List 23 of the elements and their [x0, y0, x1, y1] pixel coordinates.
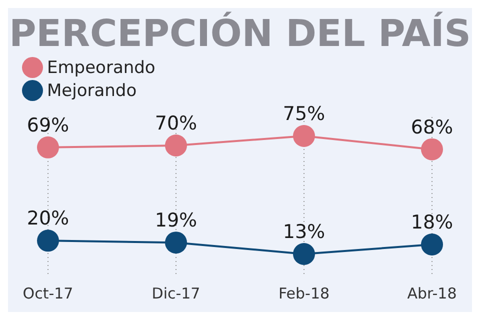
data-label: 69%: [26, 114, 70, 136]
data-label: 70%: [154, 112, 198, 135]
point: [165, 134, 187, 157]
data-label: 68%: [410, 116, 454, 138]
data-label: 18%: [410, 211, 454, 234]
x-tick-label: Feb-18: [278, 284, 330, 303]
chart-title: PERCEPCIÓN DEL PAÍS: [8, 12, 472, 55]
point: [293, 243, 315, 265]
legend-label: Empeorando: [47, 58, 156, 78]
data-label: 20%: [26, 208, 70, 230]
data-label: 75%: [282, 103, 326, 125]
x-tick-label: Abr-18: [407, 284, 457, 303]
point: [37, 136, 59, 158]
x-tick-label: Dic-17: [152, 284, 200, 303]
point: [165, 232, 187, 254]
point: [293, 125, 315, 147]
point: [421, 138, 443, 160]
legend-label: Mejorando: [47, 80, 137, 100]
data-label: 19%: [154, 210, 198, 232]
point: [37, 230, 59, 252]
data-label: 13%: [282, 221, 326, 243]
x-tick-label: Oct-17: [22, 284, 74, 303]
point: [421, 233, 443, 256]
